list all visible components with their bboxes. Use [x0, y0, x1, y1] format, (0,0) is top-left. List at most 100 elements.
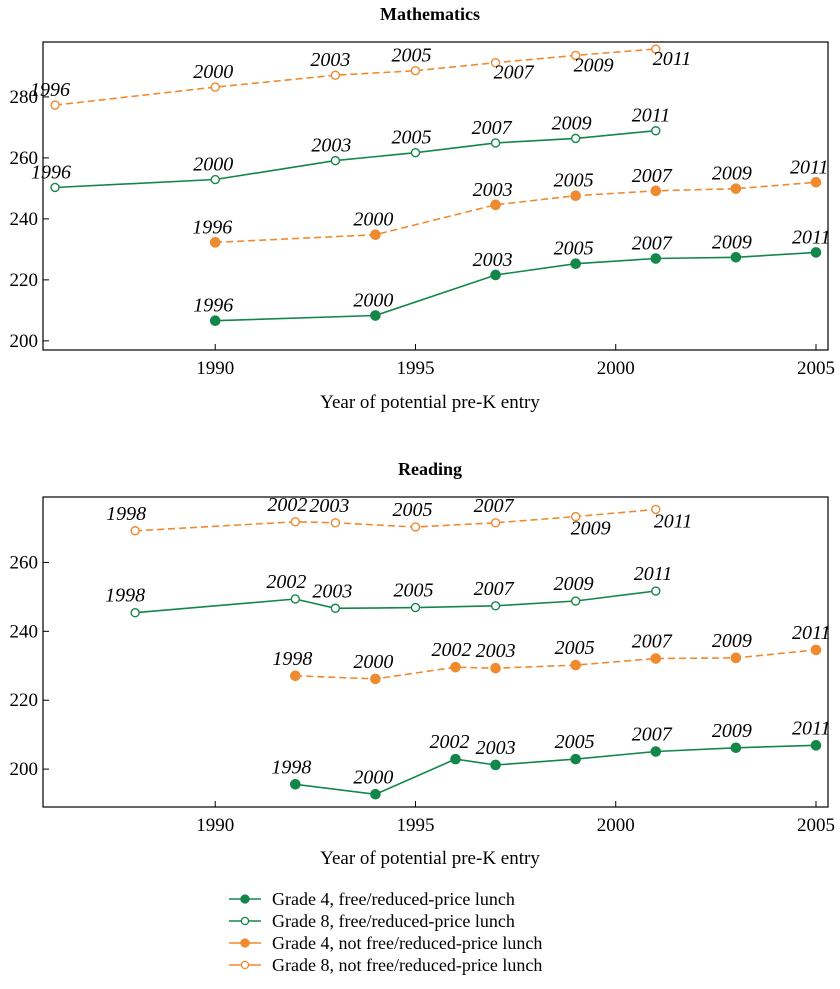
point-year-label: 2005 — [391, 127, 431, 149]
data-point — [290, 778, 301, 790]
y-tick-label: 260 — [10, 552, 39, 573]
data-point — [490, 138, 501, 148]
plot-frame — [42, 496, 829, 808]
point-year-label: 2007 — [474, 578, 515, 600]
x-tick-label: 1990 — [196, 815, 234, 836]
point-year-label: 2007 — [472, 117, 513, 139]
data-point — [651, 44, 661, 54]
data-point — [650, 185, 662, 197]
data-point — [370, 229, 381, 241]
legend-item: Grade 8, free/reduced-price lunch — [229, 911, 515, 931]
data-point — [450, 753, 461, 765]
point-year-label: 2011 — [790, 156, 829, 178]
point-year-label: 2009 — [574, 54, 614, 76]
data-point — [570, 511, 581, 522]
point-year-label: 1996 — [30, 79, 70, 101]
data-point — [130, 608, 140, 618]
data-point — [570, 659, 581, 671]
x-tick-label: 1995 — [396, 358, 434, 379]
legend-marker — [240, 938, 250, 948]
data-point — [290, 670, 301, 682]
point-year-label: 1996 — [192, 216, 232, 238]
data-point — [490, 759, 501, 771]
point-year-label: 2007 — [632, 165, 673, 187]
series-grade-4-not-free-reduced-price-lunch: 1996 2000 2003 2005 2007 2009 2011 — [192, 156, 829, 248]
data-point — [370, 673, 381, 685]
x-tick-label: 1995 — [396, 815, 434, 836]
legend-item: Grade 8, not free/reduced-price lunch — [229, 955, 542, 975]
data-point — [330, 155, 341, 166]
data-point — [730, 742, 742, 754]
data-point — [450, 661, 461, 673]
series-grade-4-not-free-reduced-price-lunch: 1998 2000 2002 2003 2005 2007 2009 2011 — [272, 622, 831, 685]
point-year-label: 2009 — [712, 630, 752, 652]
point-year-label: 2002 — [267, 494, 307, 516]
y-tick-label: 240 — [10, 209, 39, 230]
data-point — [130, 526, 140, 536]
point-year-label: 2011 — [654, 510, 693, 532]
data-point — [570, 258, 581, 269]
data-point — [330, 70, 341, 80]
point-year-label: 2003 — [312, 580, 352, 602]
data-point — [210, 174, 220, 185]
data-point — [290, 594, 301, 604]
point-year-label: 2005 — [554, 238, 594, 260]
data-point — [490, 58, 501, 68]
series-grade-4-free-reduced-price-lunch: 1998 2000 2002 2003 2005 2007 2009 2011 — [271, 717, 831, 800]
data-point — [650, 253, 662, 264]
point-year-label: 2011 — [653, 48, 692, 70]
series-line — [295, 744, 817, 796]
data-point — [490, 199, 501, 211]
data-point — [570, 50, 581, 61]
x-tick-label: 1990 — [196, 358, 234, 379]
data-point — [50, 182, 60, 193]
point-year-label: 2003 — [476, 737, 516, 759]
series-grade-8-not-free-reduced-price-lunch: 1998 2002 2003 2005 2007 2009 2011 — [106, 494, 692, 540]
data-point — [650, 653, 662, 664]
point-year-label: 2000 — [193, 154, 233, 176]
point-year-label: 2009 — [712, 231, 752, 253]
point-year-label: 2002 — [432, 639, 472, 661]
y-tick-label: 260 — [10, 148, 39, 169]
point-year-label: 2007 — [632, 233, 673, 255]
data-point — [410, 522, 421, 532]
data-point — [410, 65, 421, 76]
point-year-label: 2005 — [392, 499, 432, 521]
point-year-label: 2000 — [353, 766, 393, 788]
point-year-label: 2009 — [554, 573, 594, 595]
point-year-label: 2011 — [792, 622, 831, 644]
data-point — [370, 788, 381, 800]
legend-marker — [240, 894, 250, 904]
point-year-label: 2000 — [353, 651, 393, 673]
point-year-label: 2002 — [430, 731, 470, 753]
point-year-label: 2003 — [473, 249, 513, 271]
data-point — [209, 315, 221, 327]
y-tick-label: 200 — [10, 759, 39, 780]
point-year-label: 1998 — [272, 648, 312, 670]
legend-marker — [240, 916, 250, 926]
data-point — [490, 269, 501, 281]
point-year-label: 2003 — [309, 495, 349, 517]
data-point — [490, 518, 501, 528]
data-point — [410, 147, 421, 158]
x-tick-label: 2000 — [597, 358, 635, 379]
point-year-label: 2011 — [792, 226, 831, 248]
point-year-label: 2005 — [555, 637, 595, 659]
x-tick-label: 2005 — [797, 815, 835, 836]
point-year-label: 2009 — [712, 720, 752, 742]
data-point — [810, 740, 822, 751]
point-year-label: 2011 — [634, 563, 673, 585]
point-year-label: 2005 — [554, 170, 594, 192]
point-year-label: 2009 — [712, 163, 752, 185]
y-tick-label: 240 — [10, 621, 39, 642]
mathematics-panel: Mathematics Year of potential pre-K entr… — [10, 4, 835, 413]
data-point — [290, 517, 301, 527]
data-point — [570, 596, 581, 606]
point-year-label: 1998 — [271, 756, 311, 778]
point-year-label: 2009 — [571, 518, 611, 540]
reading-panel: Reading Year of potential pre-K entry 19… — [10, 459, 835, 869]
data-point — [570, 190, 581, 201]
legend-label: Grade 4, not free/reduced-price lunch — [272, 933, 542, 953]
